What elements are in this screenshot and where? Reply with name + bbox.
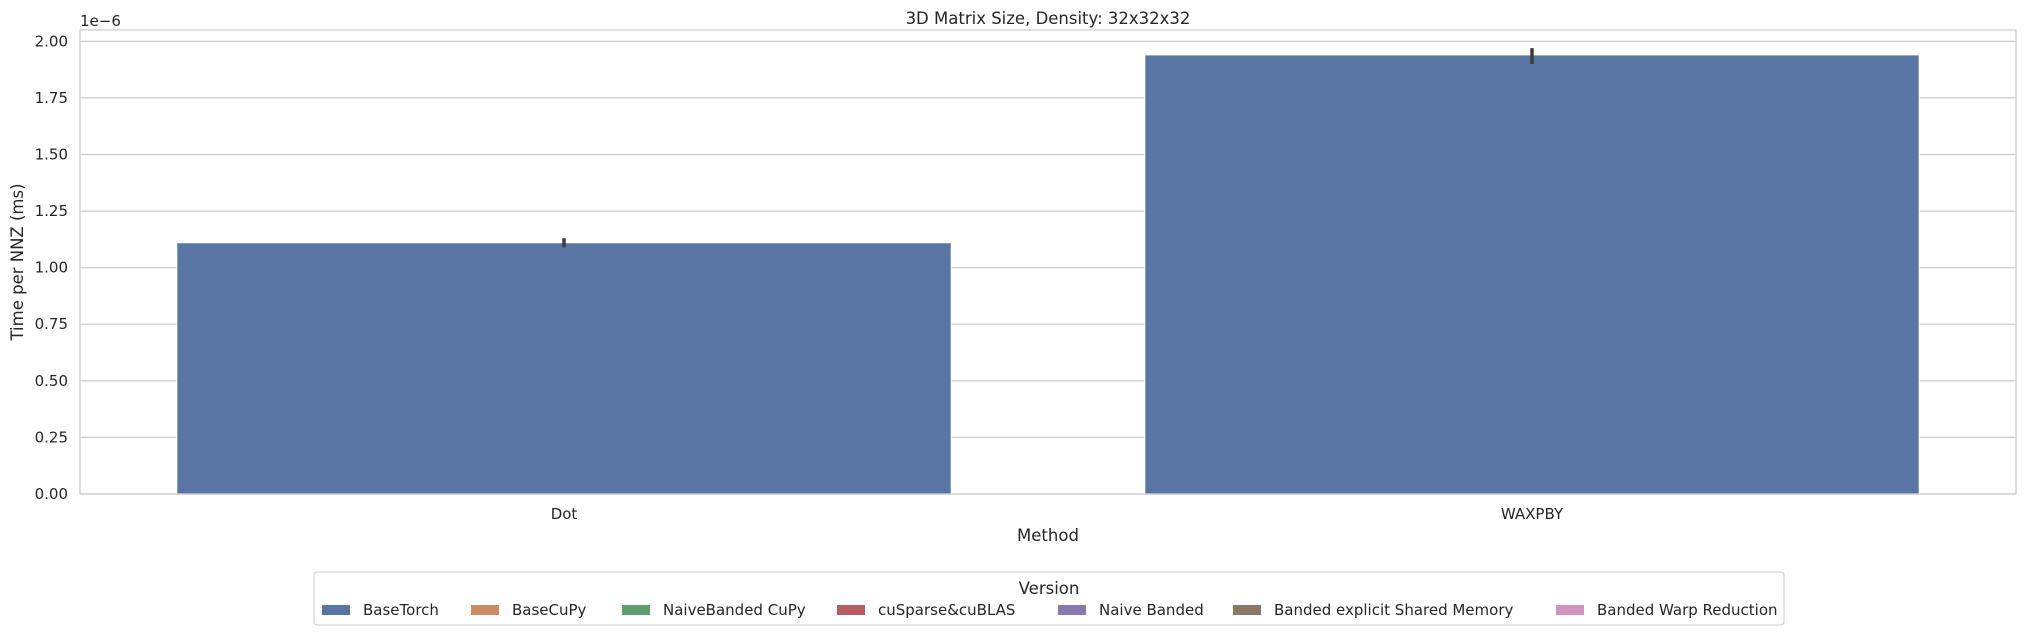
legend-swatch <box>622 605 650 615</box>
x-axis-ticks: Dot WAXPBY <box>551 505 1564 523</box>
y-tick-label: 0.50 <box>35 372 68 390</box>
legend-swatch <box>322 605 350 615</box>
plot-frame <box>79 29 2017 495</box>
x-tick-label: WAXPBY <box>1501 505 1564 523</box>
y-tick-label: 0.75 <box>35 315 68 333</box>
x-axis-title: Method <box>1017 526 1079 545</box>
legend-swatch <box>471 605 499 615</box>
legend-title: Version <box>1019 579 1080 598</box>
legend-swatch <box>1556 605 1584 615</box>
legend-label: Naive Banded <box>1099 601 1204 619</box>
y-axis-ticks: 0.00 0.25 0.50 0.75 1.00 1.25 1.50 1.75 2.00 <box>35 32 68 503</box>
y-offset-label: 1e−6 <box>80 12 121 30</box>
y-tick-label: 2.00 <box>35 32 68 50</box>
legend-items: BaseTorch BaseCuPy NaiveBanded CuPy cuSpars… <box>322 601 1778 619</box>
bars <box>176 54 1920 495</box>
legend-swatch <box>1058 605 1086 615</box>
y-tick-label: 0.00 <box>35 485 68 503</box>
legend-label: cuSparse&cuBLAS <box>878 601 1015 619</box>
y-tick-label: 1.00 <box>35 259 68 277</box>
legend-label: BaseCuPy <box>512 601 587 619</box>
legend-box <box>313 571 1785 626</box>
y-axis-title: Time per NNZ (ms) <box>8 183 27 341</box>
y-tick-label: 1.25 <box>35 202 68 220</box>
legend-label: BaseTorch <box>363 601 439 619</box>
error-bars <box>562 48 1534 248</box>
legend-swatch <box>837 605 865 615</box>
y-tick-label: 1.75 <box>35 89 68 107</box>
legend: Version BaseTorch BaseCuPy NaiveBanded CuP… <box>313 571 1785 626</box>
legend-swatch <box>1233 605 1261 615</box>
y-tick-label: 0.25 <box>35 428 68 446</box>
x-tick-label: Dot <box>551 505 578 523</box>
legend-label: Banded Warp Reduction <box>1597 601 1778 619</box>
chart-title: 3D Matrix Size, Density: 32x32x32 <box>906 9 1191 28</box>
y-tick-label: 1.50 <box>35 145 68 163</box>
bar-waxpby <box>1144 54 1920 495</box>
legend-label: NaiveBanded CuPy <box>663 601 806 619</box>
bar-dot <box>176 242 952 495</box>
legend-label: Banded explicit Shared Memory <box>1274 601 1513 619</box>
